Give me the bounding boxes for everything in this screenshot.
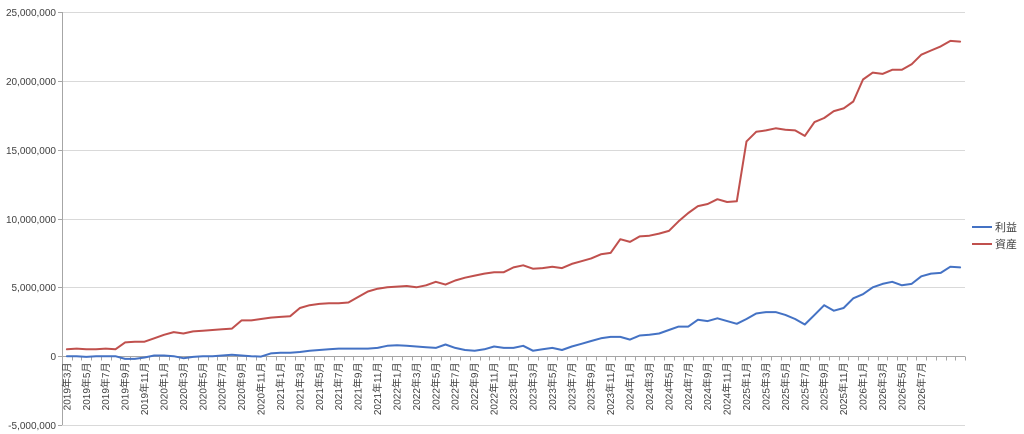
x-tick-label: 2020年1月 (158, 363, 171, 411)
x-tick-label: 2024年1月 (624, 363, 637, 411)
x-tick-label: 2021年7月 (332, 363, 345, 411)
x-tick-label: 2024年9月 (701, 363, 714, 411)
x-tick-label: 2024年11月 (721, 363, 734, 416)
legend-label: 資産 (995, 238, 1017, 251)
x-tick-label: 2022年9月 (468, 363, 481, 411)
x-tick-label: 2026年1月 (857, 363, 870, 411)
x-tick-label: 2021年3月 (293, 363, 306, 411)
y-tick-label: 25,000,000 (6, 8, 56, 19)
x-tick-label: 2019年3月 (60, 363, 73, 411)
y-axis: -5,000,000 0 5,000,000 10,000,000 15,000,000… (6, 8, 63, 432)
x-tick-label: 2022年11月 (488, 363, 501, 416)
series-line-2 (65, 39, 962, 351)
x-tick-label: 2026年7月 (915, 363, 928, 411)
x-tick-label: 2020年3月 (177, 363, 190, 411)
x-tick-label: 2023年7月 (565, 363, 578, 411)
x-tick-label: 2025年3月 (760, 363, 773, 411)
x-tick-label: 2021年5月 (313, 363, 326, 411)
x-tick-label: 2023年9月 (585, 363, 598, 411)
x-tick-label: 2024年5月 (662, 363, 675, 411)
y-tick-label: 0 (50, 352, 56, 363)
x-tick-label: 2019年5月 (80, 363, 93, 411)
legend-label: 利益 (995, 220, 1017, 234)
x-tick-label: 2023年3月 (526, 363, 539, 411)
series-lines (65, 39, 962, 360)
x-tick-label: 2020年11月 (255, 363, 268, 416)
x-tick-label: 2019年7月 (99, 363, 112, 411)
x-tick-label: 2025年11月 (837, 363, 850, 416)
x-tick-label: 2020年9月 (235, 363, 248, 411)
x-tick-label: 2021年1月 (274, 363, 287, 411)
x-tick-label: 2022年3月 (410, 363, 423, 411)
x-tick-label: 2022年7月 (449, 363, 462, 411)
x-tick-label: 2023年11月 (604, 363, 617, 416)
x-tick-label: 2019年9月 (119, 363, 132, 411)
x-tick-label: 2021年11月 (371, 363, 384, 416)
x-tick-label: 2025年5月 (779, 363, 792, 411)
x-tick-label: 2025年1月 (740, 363, 753, 411)
x-tick-label: 2023年5月 (546, 363, 559, 411)
x-axis: 2019年3月 2019年5月 2019年7月 2019年9月 2019年11月 2020… (60, 356, 966, 416)
series-line-1 (65, 265, 962, 360)
x-tick-label: 2025年7月 (798, 363, 811, 411)
y-tick-label: 10,000,000 (6, 215, 56, 226)
x-tick-label: 2020年5月 (196, 363, 209, 411)
x-tick-label: 2024年3月 (643, 363, 656, 411)
y-tick-label: -5,000,000 (8, 421, 56, 432)
x-tick-label: 2020年7月 (216, 363, 229, 411)
x-tick-label: 2024年7月 (682, 363, 695, 411)
x-tick-label: 2022年5月 (429, 363, 442, 411)
x-tick-label: 2026年3月 (876, 363, 889, 411)
x-tick-label: 2023年1月 (507, 363, 520, 411)
x-tick-label: 2026年5月 (895, 363, 908, 411)
y-tick-label: 15,000,000 (6, 146, 56, 157)
y-tick-label: 5,000,000 (12, 283, 57, 294)
x-tick-label: 2019年11月 (138, 363, 151, 416)
y-tick-label: 20,000,000 (6, 77, 56, 88)
x-tick-label: 2022年1月 (391, 363, 404, 411)
x-tick-label: 2021年9月 (352, 363, 365, 411)
x-tick-label: 2025年9月 (818, 363, 831, 411)
